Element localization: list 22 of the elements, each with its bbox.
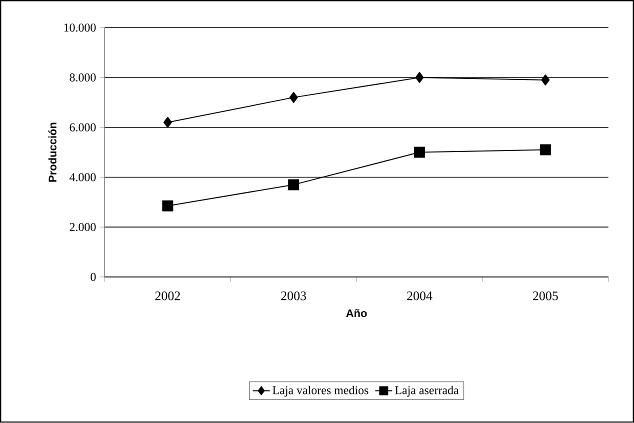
y-tick-label: 4.000 — [70, 173, 96, 182]
y-axis-title: Producción — [48, 122, 56, 182]
y-tick-label: 2.000 — [70, 223, 96, 232]
point — [540, 144, 551, 156]
point — [541, 74, 550, 86]
legend-label: Laja aserrada — [395, 386, 459, 397]
point — [289, 92, 298, 104]
point — [162, 200, 174, 212]
point — [163, 117, 172, 128]
point — [415, 72, 424, 84]
x-tick-label: 2004 — [407, 292, 432, 300]
x-tick-label: 2003 — [281, 292, 306, 300]
legend-label: Laja valores medios — [272, 386, 368, 397]
y-tick-label: 6.000 — [70, 123, 96, 132]
y-tick-label: 8.000 — [70, 74, 96, 82]
y-tick-label: 0 — [90, 273, 96, 282]
point — [414, 146, 426, 158]
x-tick-label: 2005 — [533, 292, 558, 300]
point — [288, 179, 300, 190]
x-tick-label: 2002 — [155, 292, 180, 300]
x-axis-title: Año — [346, 309, 367, 318]
y-tick-label: 10.000 — [64, 24, 96, 32]
